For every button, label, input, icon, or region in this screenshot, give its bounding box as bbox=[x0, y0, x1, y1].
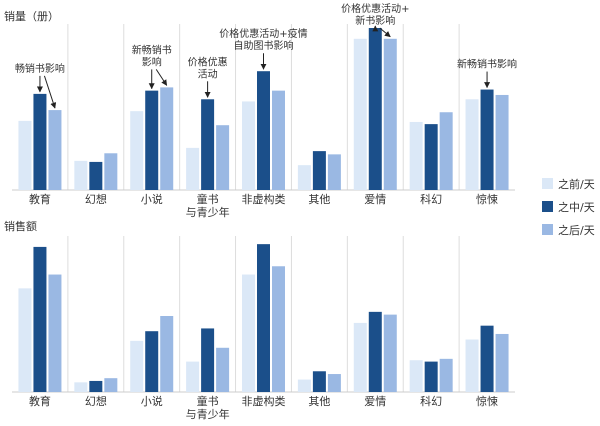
bar-其他-3 bbox=[327, 154, 341, 190]
bar-幻想-1 bbox=[74, 382, 88, 392]
x-tick-label: 教育 bbox=[29, 192, 51, 206]
annotation-text: 畅销书影响 bbox=[15, 62, 65, 75]
x-tick-label: 幻想 bbox=[85, 192, 107, 206]
bar-童书-2 bbox=[201, 99, 215, 190]
x-tick-label: 其他 bbox=[308, 395, 330, 408]
bar-爱情-1 bbox=[353, 322, 367, 392]
x-tick-label: 非虚构类 bbox=[242, 394, 286, 408]
chart-title: 销售额 bbox=[4, 219, 37, 233]
legend-swatch-3 bbox=[542, 224, 553, 235]
legend-label-1: 之前/天 bbox=[558, 177, 595, 191]
legend-swatch-1 bbox=[542, 178, 553, 189]
x-tick-label: 其他 bbox=[308, 193, 330, 206]
bar-幻想-3 bbox=[104, 153, 118, 190]
bar-惊悚-3 bbox=[495, 333, 509, 392]
bar-童书-1 bbox=[186, 361, 200, 392]
bar-其他-2 bbox=[312, 371, 326, 392]
x-tick-label: 爱情 bbox=[364, 395, 386, 408]
bar-其他-2 bbox=[312, 151, 326, 190]
bar-教育-3 bbox=[48, 274, 62, 392]
bar-其他-1 bbox=[297, 379, 311, 392]
bar-非虚构类-1 bbox=[242, 101, 255, 190]
bar-惊悚-1 bbox=[465, 339, 479, 392]
bar-科幻-1 bbox=[409, 121, 423, 190]
legend: 之前/天之中/天之后/天 bbox=[542, 177, 595, 237]
bar-惊悚-2 bbox=[480, 325, 494, 392]
annotation-arrow bbox=[379, 27, 391, 38]
bar-爱情-2 bbox=[368, 311, 382, 392]
bar-幻想-2 bbox=[89, 161, 103, 190]
annotation-text: 价格优惠活动+疫情自助图书影响 bbox=[219, 27, 307, 52]
legend-label-2: 之中/天 bbox=[558, 200, 595, 214]
bar-教育-1 bbox=[18, 288, 32, 392]
bar-科幻-3 bbox=[439, 112, 453, 190]
annotation-text: 价格优惠活动+新书影响 bbox=[341, 2, 409, 27]
bar-教育-1 bbox=[18, 120, 32, 190]
x-tick-label: 科幻 bbox=[420, 394, 442, 408]
bar-教育-2 bbox=[33, 93, 47, 190]
bar-幻想-2 bbox=[89, 380, 103, 392]
bar-科幻-1 bbox=[409, 360, 423, 392]
x-tick-label: 童书与青少年 bbox=[186, 394, 230, 421]
bar-教育-2 bbox=[33, 246, 47, 392]
bar-爱情-3 bbox=[383, 314, 397, 392]
bar-小说-3 bbox=[160, 316, 174, 392]
bar-爱情-1 bbox=[353, 38, 367, 190]
bar-非虚构类-3 bbox=[272, 90, 285, 190]
bar-教育-3 bbox=[48, 110, 62, 190]
bar-幻想-1 bbox=[74, 160, 88, 190]
bar-非虚构类-1 bbox=[242, 274, 255, 392]
bar-小说-3 bbox=[160, 87, 174, 190]
bar-惊悚-1 bbox=[465, 99, 479, 190]
bar-非虚构类-2 bbox=[257, 244, 270, 392]
bar-惊悚-2 bbox=[480, 89, 494, 190]
bar-幻想-3 bbox=[104, 378, 118, 392]
annotation-text: 新畅销书影响 bbox=[457, 58, 517, 71]
x-tick-label: 小说 bbox=[141, 394, 163, 408]
bar-童书-2 bbox=[201, 328, 215, 392]
bar-童书-1 bbox=[186, 147, 200, 190]
legend-swatch-2 bbox=[542, 201, 553, 212]
bar-科幻-2 bbox=[424, 124, 438, 190]
bar-童书-3 bbox=[216, 125, 230, 190]
annotation-arrow bbox=[43, 75, 57, 109]
x-tick-label: 非虚构类 bbox=[242, 192, 286, 206]
x-tick-label: 爱情 bbox=[364, 193, 386, 206]
bar-小说-1 bbox=[130, 340, 144, 392]
bar-其他-1 bbox=[297, 165, 311, 190]
x-tick-label: 惊悚 bbox=[476, 192, 498, 206]
x-tick-label: 科幻 bbox=[420, 192, 442, 206]
x-tick-label: 教育 bbox=[29, 394, 51, 408]
bar-爱情-2 bbox=[368, 28, 382, 190]
x-tick-label: 幻想 bbox=[85, 394, 107, 408]
bar-小说-1 bbox=[130, 111, 144, 190]
bar-非虚构类-3 bbox=[272, 266, 285, 392]
bar-科幻-2 bbox=[424, 361, 438, 392]
bar-小说-2 bbox=[145, 90, 159, 190]
bar-科幻-3 bbox=[439, 358, 453, 392]
chart-title: 销量（册） bbox=[4, 9, 59, 23]
annotation-arrow bbox=[155, 69, 168, 86]
bar-非虚构类-2 bbox=[257, 71, 270, 190]
annotation-text: 新畅销书影响 bbox=[132, 43, 172, 68]
bar-其他-3 bbox=[327, 374, 341, 392]
bar-小说-2 bbox=[145, 331, 159, 392]
legend-label-3: 之后/天 bbox=[558, 223, 595, 237]
annotation-text: 价格优惠活动 bbox=[188, 55, 228, 80]
x-tick-label: 惊悚 bbox=[476, 394, 498, 408]
x-tick-label: 童书与青少年 bbox=[186, 192, 230, 219]
bar-童书-3 bbox=[216, 347, 230, 392]
bar-爱情-3 bbox=[383, 38, 397, 190]
x-tick-label: 小说 bbox=[141, 192, 163, 206]
bar-惊悚-3 bbox=[495, 94, 509, 190]
